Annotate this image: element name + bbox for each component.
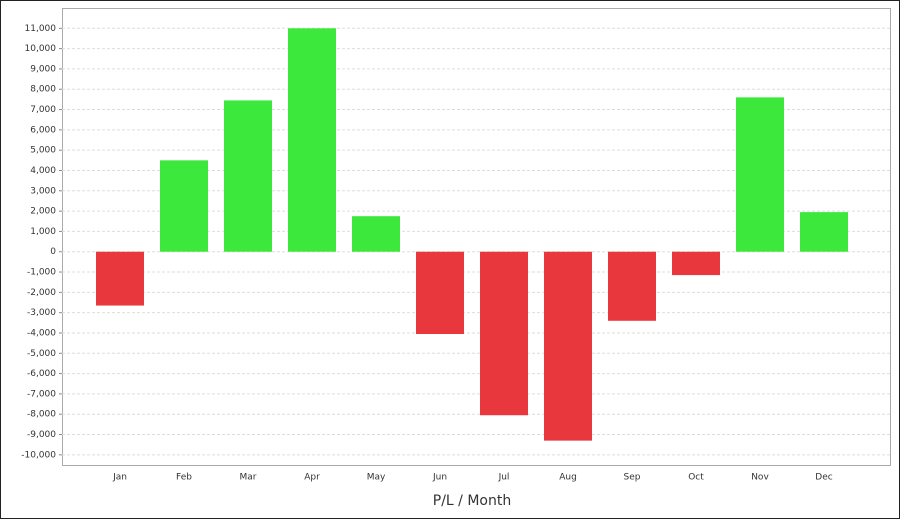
y-tick-label: 8,000: [30, 85, 56, 95]
x-tick-label: Jul: [498, 473, 510, 483]
y-tick-label: 1,000: [30, 227, 56, 237]
y-tick-label: -3,000: [27, 308, 56, 318]
x-axis-title: P/L / Month: [433, 493, 511, 509]
y-tick-label: 3,000: [30, 186, 56, 196]
y-tick-label: 11,000: [25, 24, 57, 34]
bar: [288, 28, 336, 252]
y-tick-label: -9,000: [27, 430, 56, 440]
x-tick-label: Apr: [304, 473, 320, 483]
bar: [800, 212, 848, 252]
y-tick-label: -6,000: [27, 369, 56, 379]
y-tick-label: -1,000: [27, 268, 56, 278]
y-tick-label: -5,000: [27, 349, 56, 359]
bar: [160, 160, 208, 252]
x-tick-label: Aug: [559, 473, 577, 483]
y-tick-label: 5,000: [30, 146, 56, 156]
y-tick-label: -2,000: [27, 288, 56, 298]
x-tick-label: Jun: [432, 473, 447, 483]
bar: [416, 251, 464, 334]
x-tick-label: Dec: [815, 473, 832, 483]
bar: [480, 251, 528, 416]
bar: [736, 97, 784, 252]
x-tick-label: Oct: [688, 473, 704, 483]
y-tick-label: -8,000: [27, 410, 56, 420]
x-tick-label: Mar: [240, 473, 257, 483]
y-tick-label: 7,000: [30, 105, 56, 115]
y-tick-label: 0: [50, 247, 56, 257]
y-tick-label: 10,000: [25, 44, 57, 54]
bar: [672, 251, 720, 276]
x-tick-label: May: [367, 473, 386, 483]
y-tick-label: 2,000: [30, 207, 56, 217]
bar: [608, 251, 656, 321]
x-tick-label: Nov: [751, 473, 769, 483]
y-tick-label: -7,000: [27, 389, 56, 399]
x-tick-label: Feb: [176, 473, 192, 483]
y-tick-label: 6,000: [30, 125, 56, 135]
x-tick-label: Jan: [112, 473, 127, 483]
y-tick-label: -4,000: [27, 328, 56, 338]
y-tick-label: 9,000: [30, 64, 56, 74]
y-tick-label: -10,000: [21, 450, 56, 460]
y-tick-label: 4,000: [30, 166, 56, 176]
x-tick-label: Sep: [624, 473, 641, 483]
bar: [96, 251, 144, 306]
bar: [544, 251, 592, 441]
bar: [352, 216, 400, 252]
bar: [224, 100, 272, 252]
